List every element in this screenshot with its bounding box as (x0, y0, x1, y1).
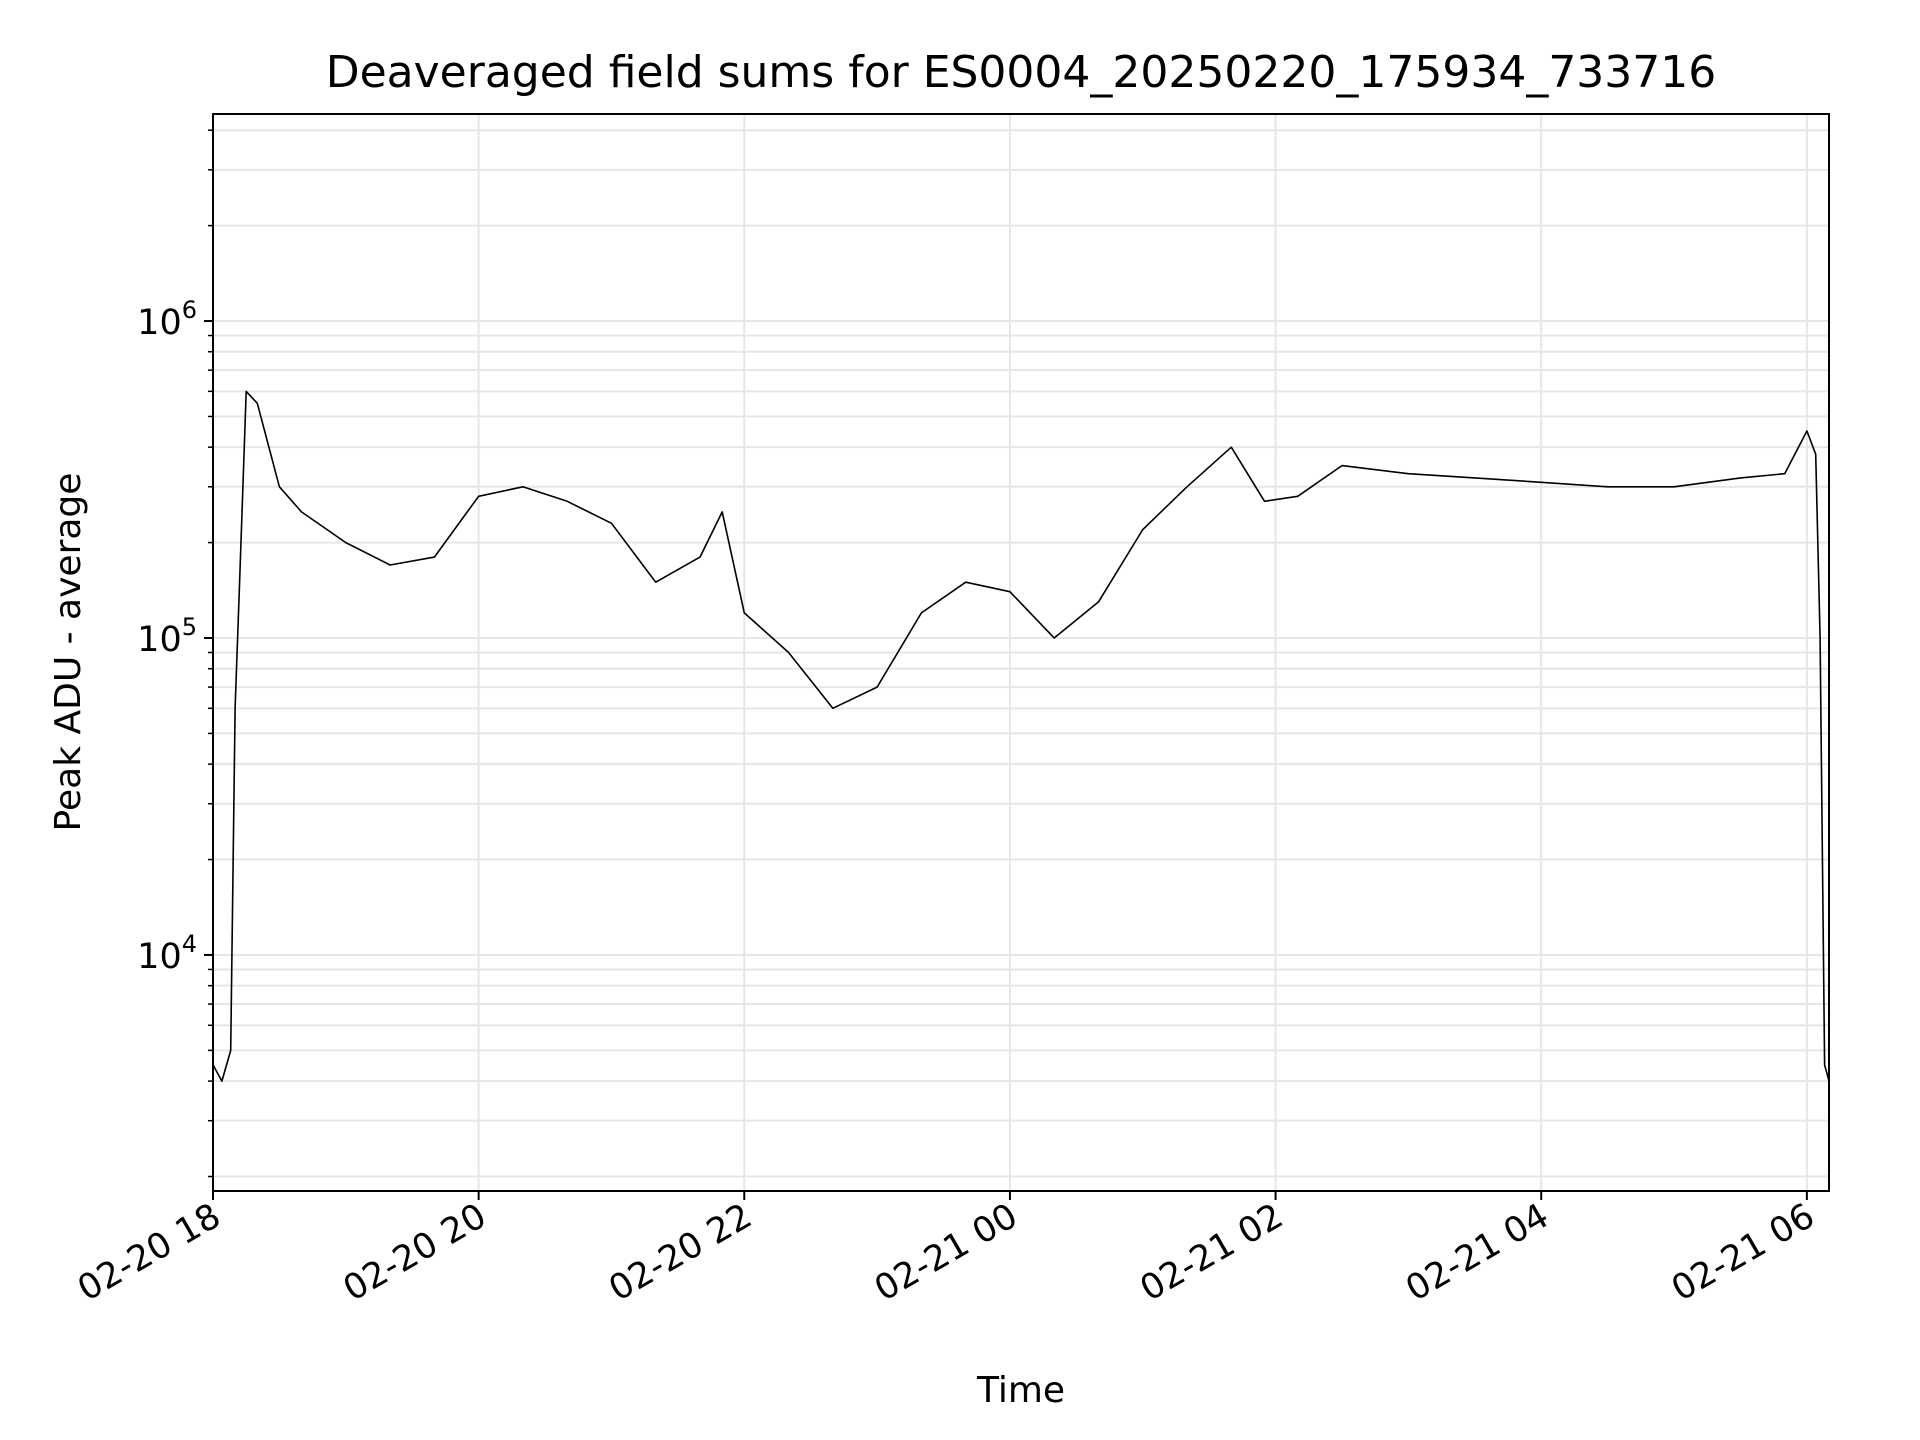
chart-title: Deaveraged field sums for ES0004_2025022… (326, 47, 1717, 98)
y-tick-label: 104 (137, 930, 197, 977)
y-axis: 104 105 106 (137, 129, 213, 1178)
y-tick-label: 105 (137, 613, 197, 660)
x-axis-label: Time (976, 1370, 1065, 1411)
series-line (212, 390, 1830, 1082)
y-tick-label: 106 (137, 296, 197, 343)
plot-series (212, 390, 1830, 1082)
grid (212, 114, 1829, 1191)
y-axis-label: Peak ADU - average (48, 473, 89, 832)
